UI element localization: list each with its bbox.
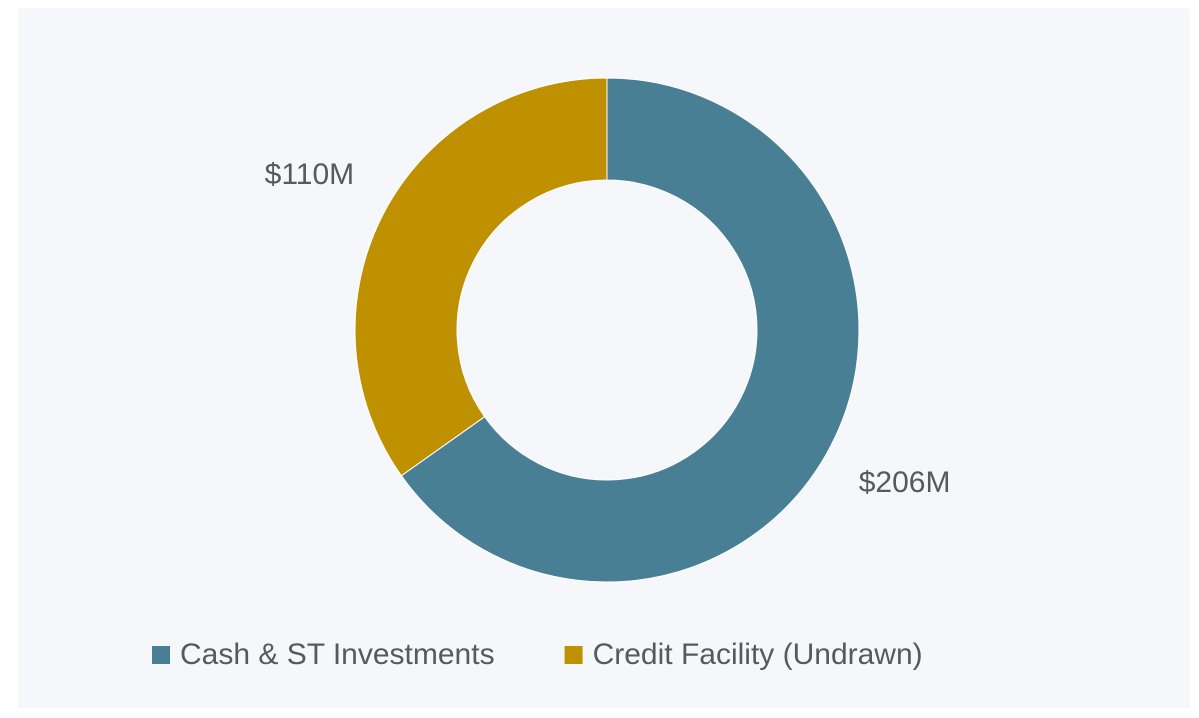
legend-swatch [564,646,583,664]
data-label: $110M [265,158,355,191]
donut-slice [400,77,860,583]
donut-slice [354,77,608,477]
legend-label: Credit Facility (Undrawn) [593,638,923,671]
legend-label: Cash & ST Investments [180,638,495,671]
legend-swatch [152,646,170,664]
data-label: $206M [859,466,951,499]
